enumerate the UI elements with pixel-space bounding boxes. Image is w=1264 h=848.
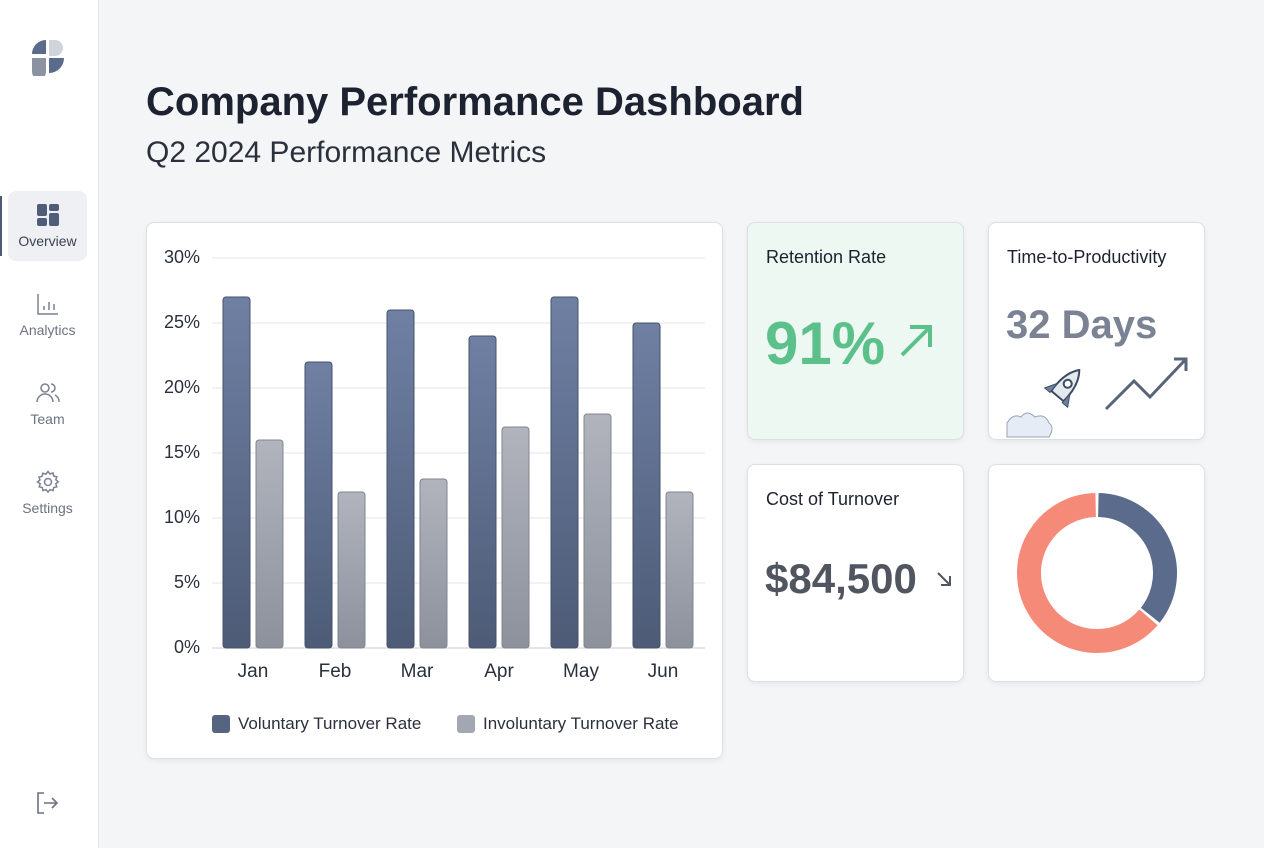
legend-label: Involuntary Turnover Rate xyxy=(483,714,679,733)
sidebar-item-settings[interactable]: Settings xyxy=(8,458,87,528)
rocket-icon xyxy=(1006,368,1081,438)
logout-icon[interactable] xyxy=(34,790,60,816)
bar-involuntary xyxy=(583,413,612,649)
bar-involuntary xyxy=(419,478,448,649)
sidebar-item-label: Overview xyxy=(18,233,77,249)
y-tick-label: 5% xyxy=(173,572,200,592)
users-icon xyxy=(35,383,60,403)
x-tick-label: Feb xyxy=(318,661,352,682)
sidebar: Overview Analytics Team Settings xyxy=(0,0,99,848)
retention-value: 91% xyxy=(765,310,886,377)
productivity-value: 32 Days xyxy=(1006,303,1158,347)
cost-card: Cost of Turnover $84,500 xyxy=(747,464,964,682)
x-tick-label: May xyxy=(563,661,599,682)
productivity-card: Time-to-Productivity 32 Days xyxy=(988,222,1205,440)
sidebar-item-label: Settings xyxy=(22,500,73,516)
legend-label: Voluntary Turnover Rate xyxy=(238,714,422,733)
donut-card xyxy=(988,464,1205,682)
y-tick-label: 20% xyxy=(163,377,200,397)
sidebar-item-overview[interactable]: Overview xyxy=(8,191,87,261)
retention-card: Retention Rate 91% xyxy=(747,222,964,440)
sidebar-item-label: Analytics xyxy=(19,322,76,338)
bar-involuntary xyxy=(255,439,284,649)
y-tick-label: 15% xyxy=(163,442,200,462)
x-tick-label: Mar xyxy=(400,661,434,682)
bar-voluntary xyxy=(632,322,661,649)
logo-icon xyxy=(32,40,64,76)
x-tick-label: Apr xyxy=(484,661,514,682)
grid-icon xyxy=(36,204,59,226)
trend-up-icon xyxy=(1104,357,1188,411)
y-tick-label: 30% xyxy=(163,247,200,267)
sidebar-item-analytics[interactable]: Analytics xyxy=(8,280,87,350)
page-title: Company Performance Dashboard xyxy=(146,80,804,124)
arrow-up-right-icon xyxy=(900,325,932,357)
bar-involuntary xyxy=(337,491,366,649)
card-title: Cost of Turnover xyxy=(766,489,900,509)
bar-chart-icon xyxy=(36,294,58,315)
y-tick-label: 0% xyxy=(173,637,200,657)
legend-involuntary: Involuntary Turnover Rate xyxy=(457,714,679,734)
y-tick-label: 10% xyxy=(163,507,200,527)
x-tick-label: Jan xyxy=(237,661,269,682)
bar-involuntary xyxy=(501,426,530,649)
sidebar-item-label: Team xyxy=(30,411,65,427)
donut-segment xyxy=(1097,493,1177,623)
bar-involuntary xyxy=(665,491,694,649)
gear-icon xyxy=(35,470,60,494)
page-subtitle: Q2 2024 Performance Metrics xyxy=(146,136,547,169)
bar-voluntary xyxy=(222,296,251,649)
cost-value: $84,500 xyxy=(765,555,917,602)
bar-voluntary xyxy=(468,335,497,649)
card-title: Time-to-Productivity xyxy=(1007,247,1167,267)
legend-voluntary: Voluntary Turnover Rate xyxy=(212,714,421,734)
arrow-down-right-icon xyxy=(937,572,951,586)
donut-chart xyxy=(1017,493,1177,653)
sidebar-item-team[interactable]: Team xyxy=(8,369,87,439)
legend-swatch xyxy=(212,715,230,733)
card-title: Retention Rate xyxy=(766,247,887,267)
active-indicator xyxy=(0,196,2,256)
legend-swatch xyxy=(457,715,475,733)
donut-segment xyxy=(1017,493,1158,653)
bar-voluntary xyxy=(304,361,333,649)
y-tick-label: 25% xyxy=(163,312,200,332)
bar-voluntary xyxy=(386,309,415,649)
bar-voluntary xyxy=(550,296,579,649)
x-tick-label: Jun xyxy=(647,661,679,682)
